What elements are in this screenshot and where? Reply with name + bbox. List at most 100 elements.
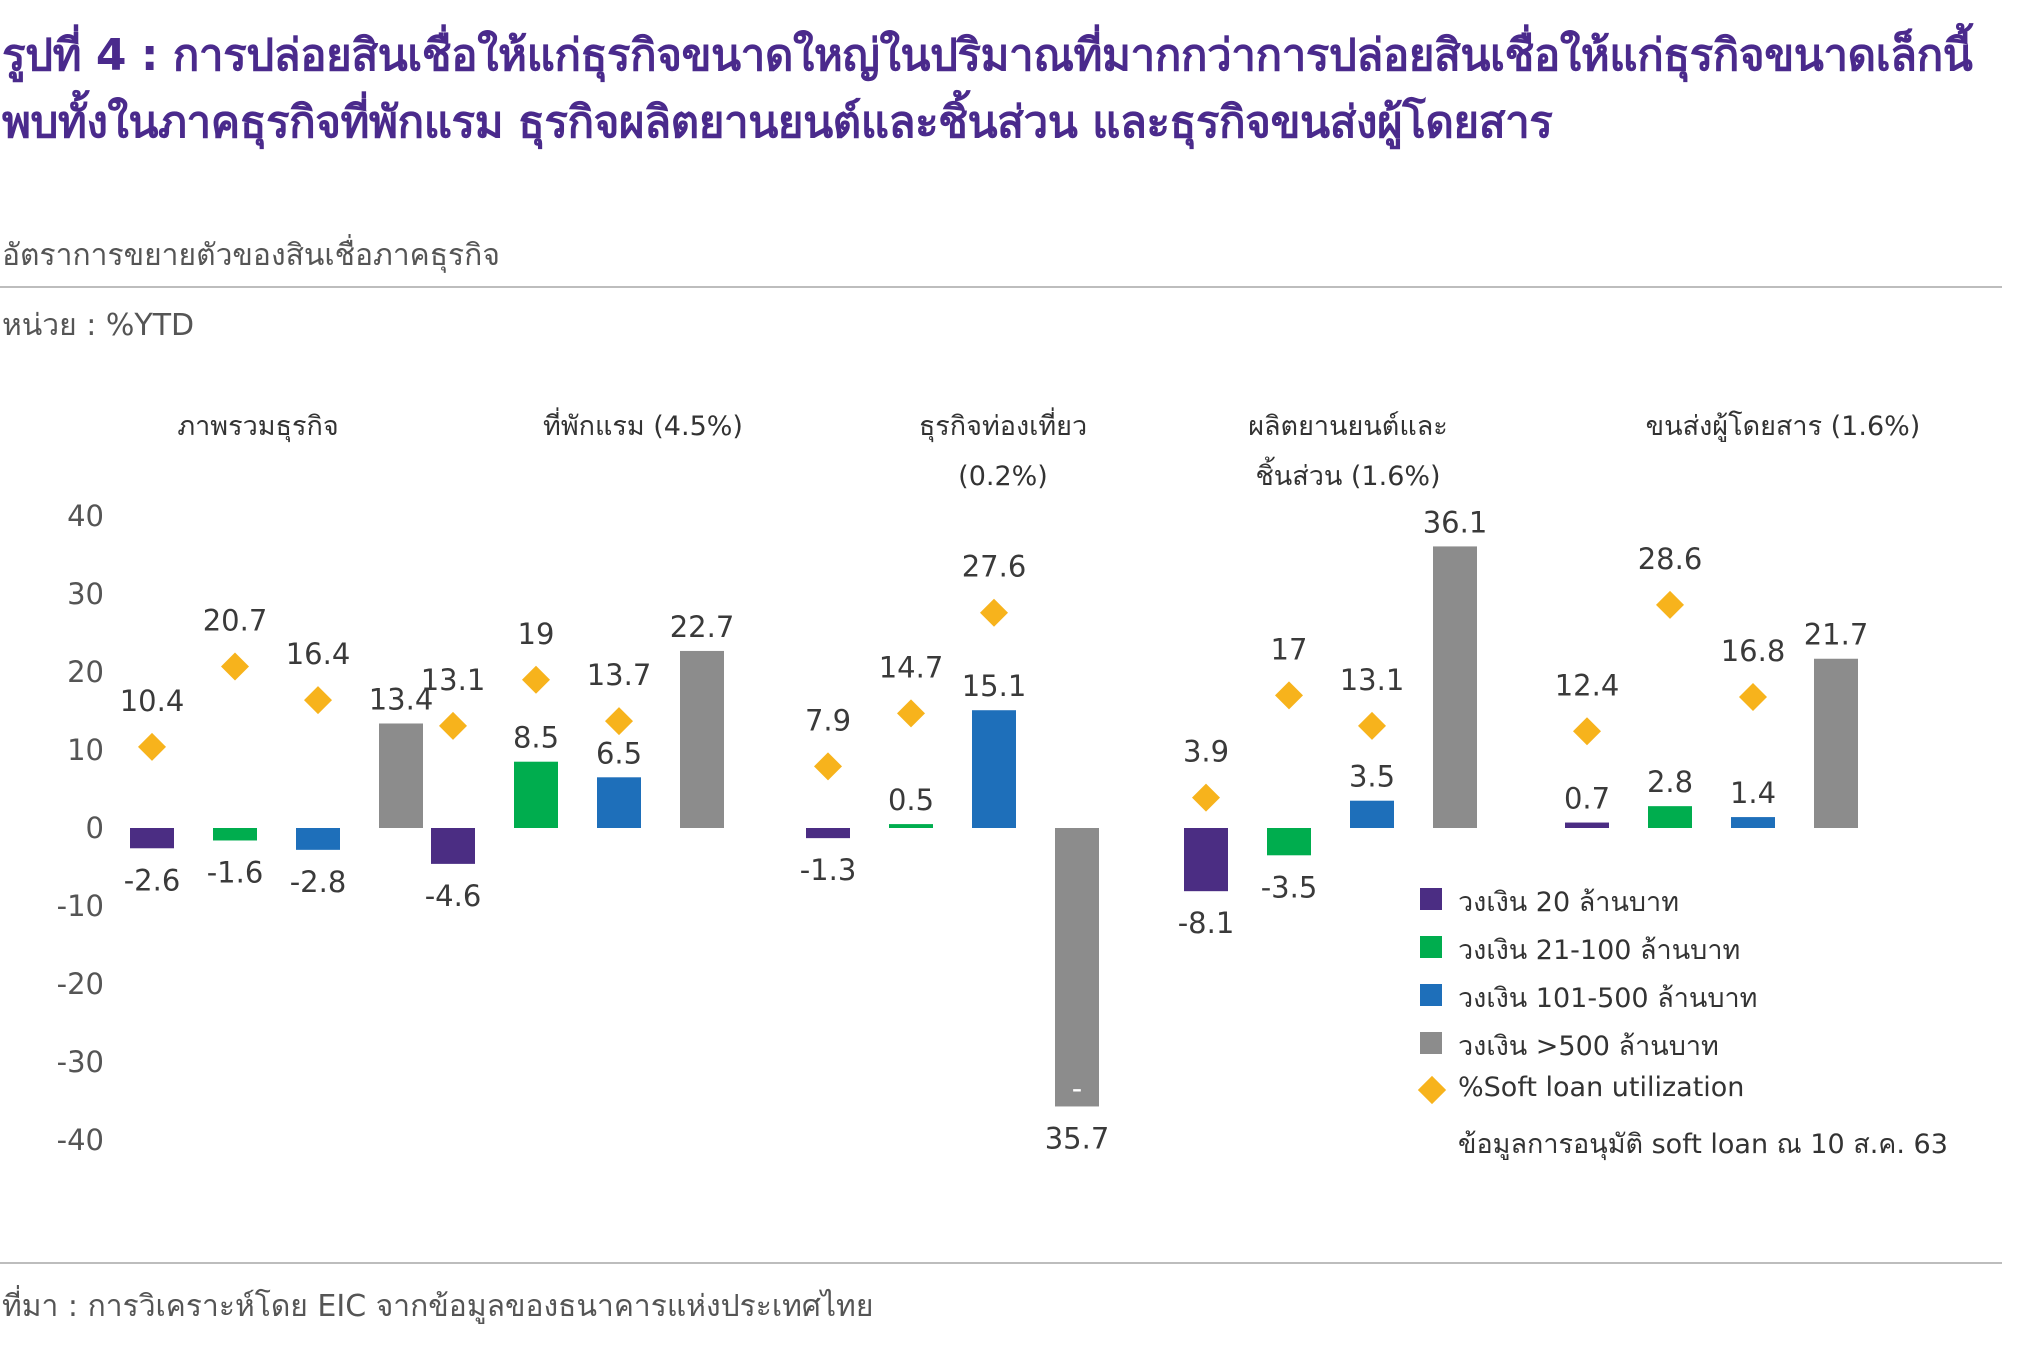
marker-label-panel-2-series-2: 19 — [518, 617, 555, 651]
bar-panel-1-series-1 — [130, 828, 174, 849]
marker-label-panel-5-series-1: 12.4 — [1555, 668, 1620, 702]
bar-panel-1-series-3 — [296, 828, 340, 850]
legend-label-series-3: วงเงิน 101-500 ล้านบาท — [1458, 983, 1758, 1014]
bar-label-panel-1-series-1: -2.6 — [124, 863, 181, 897]
y-tick-label-4: 0 — [86, 811, 104, 845]
chart-subtitle: อัตราการขยายตัวของสินเชื่อภาคธุรกิจ — [2, 238, 500, 273]
bar-label-panel-2-series-1: -4.6 — [425, 879, 482, 913]
legend-swatch-series-2 — [1420, 936, 1442, 958]
panel-title-1: ภาพรวมธุรกิจ — [58, 402, 458, 452]
marker-label-panel-1-series-1: 10.4 — [120, 684, 185, 718]
panel-title-line: ที่พักแรม (4.5%) — [543, 411, 743, 442]
bar-panel-2-series-2 — [514, 761, 558, 828]
bar-panel-3-series-4 — [1055, 828, 1099, 1107]
bar-panel-5-series-4 — [1814, 658, 1858, 828]
bar-panel-4-series-1 — [1184, 828, 1228, 892]
bar-panel-2-series-3 — [597, 777, 641, 828]
panel-title-2: ที่พักแรม (4.5%) — [443, 402, 843, 452]
marker-panel-3-series-1 — [814, 752, 842, 781]
marker-label-panel-2-series-1: 13.1 — [421, 663, 486, 697]
marker-label-panel-2-series-3: 13.7 — [587, 658, 652, 692]
bar-label-panel-5-series-3: 1.4 — [1730, 776, 1776, 810]
bar-panel-3-series-1 — [806, 828, 850, 839]
bar-label-panel-2-series-3: 6.5 — [596, 736, 642, 770]
legend-label-marker: %Soft loan utilization — [1458, 1072, 1745, 1103]
marker-panel-1-series-3 — [304, 686, 332, 715]
bar-panel-2-series-1 — [431, 828, 475, 864]
legend-swatch-series-3 — [1420, 984, 1442, 1006]
legend-item-series-1: วงเงิน 20 ล้านบาท — [1420, 878, 2020, 926]
panel-title-4: ผลิตยานยนต์และ ชิ้นส่วน (1.6%) — [1148, 402, 1548, 502]
bar-panel-4-series-2 — [1267, 828, 1311, 856]
marker-label-panel-4-series-1: 3.9 — [1183, 735, 1229, 769]
bar-label-panel-3-series-4: 35.7 — [1045, 1121, 1110, 1155]
bottom-divider — [0, 1262, 2002, 1264]
marker-panel-2-series-2 — [522, 665, 550, 694]
marker-panel-2-series-1 — [439, 711, 467, 740]
marker-label-panel-5-series-2: 28.6 — [1638, 542, 1703, 576]
y-tick-label-5: -10 — [57, 889, 104, 923]
bar-label-panel-2-series-2: 8.5 — [513, 721, 559, 755]
bar-panel-3-series-3 — [972, 710, 1016, 828]
marker-label-panel-5-series-3: 16.8 — [1721, 634, 1786, 668]
y-tick-label-6: -20 — [57, 967, 104, 1001]
bar-panel-3-series-2 — [889, 824, 933, 828]
marker-panel-5-series-3 — [1739, 682, 1767, 711]
bar-label-panel-4-series-2: -3.5 — [1261, 870, 1318, 904]
source-note: ที่มา : การวิเคราะห์โดย EIC จากข้อมูลของ… — [2, 1289, 874, 1324]
top-divider — [0, 286, 2002, 288]
legend-diamond-marker — [1417, 1075, 1447, 1105]
y-tick-label-8: -40 — [57, 1123, 104, 1157]
bar-label-panel-3-series-1: -1.3 — [800, 853, 857, 887]
legend-item-series-2: วงเงิน 21-100 ล้านบาท — [1420, 926, 2020, 974]
bar-label-panel-4-series-3: 3.5 — [1349, 760, 1395, 794]
marker-panel-4-series-3 — [1358, 711, 1386, 740]
bar-panel-5-series-3 — [1731, 817, 1775, 828]
panel-title-5: ขนส่งผู้โดยสาร (1.6%) — [1583, 402, 1983, 452]
legend-label-series-4: วงเงิน >500 ล้านบาท — [1458, 1031, 1719, 1062]
bar-label-panel-2-series-4: 22.7 — [670, 610, 735, 644]
bar-panel-4-series-3 — [1350, 800, 1394, 828]
bar-panel-1-series-2 — [213, 828, 257, 841]
panel-title-3: ธุรกิจท่องเที่ยว (0.2%) — [803, 402, 1203, 502]
bar-panel-2-series-4 — [680, 650, 724, 828]
marker-panel-4-series-2 — [1275, 681, 1303, 710]
bar-label-panel-4-series-1: -8.1 — [1178, 906, 1235, 940]
y-tick-label-2: 20 — [67, 655, 104, 689]
marker-panel-3-series-3 — [980, 598, 1008, 627]
bar-label-prefix-panel-3-series-4: - — [1072, 1071, 1082, 1105]
page-title: รูปที่ 4 : การปล่อยสินเชื่อให้แก่ธุรกิจข… — [2, 30, 1973, 148]
marker-label-panel-1-series-3: 16.4 — [286, 637, 351, 671]
panel-title-line: ธุรกิจท่องเที่ยว — [918, 411, 1088, 442]
bar-panel-5-series-1 — [1565, 822, 1609, 828]
legend-label-series-1: วงเงิน 20 ล้านบาท — [1458, 887, 1679, 918]
marker-panel-1-series-2 — [221, 652, 249, 681]
legend-item-series-4: วงเงิน >500 ล้านบาท — [1420, 1022, 2020, 1070]
bar-label-panel-1-series-3: -2.8 — [290, 865, 347, 899]
legend-swatch-series-4 — [1420, 1032, 1442, 1054]
bar-panel-4-series-4 — [1433, 546, 1477, 828]
marker-label-panel-4-series-2: 17 — [1271, 632, 1308, 666]
bar-label-panel-5-series-2: 2.8 — [1647, 765, 1693, 799]
y-tick-label-3: 10 — [67, 733, 104, 767]
panel-title-line: ภาพรวมธุรกิจ — [177, 411, 339, 442]
legend-item-series-3: วงเงิน 101-500 ล้านบาท — [1420, 974, 2020, 1022]
unit-label: หน่วย : %YTD — [2, 308, 195, 343]
bar-label-panel-4-series-4: 36.1 — [1423, 505, 1488, 539]
marker-panel-1-series-1 — [138, 732, 166, 761]
marker-label-panel-4-series-3: 13.1 — [1340, 663, 1405, 697]
bar-label-panel-5-series-4: 21.7 — [1804, 618, 1869, 652]
marker-panel-5-series-2 — [1656, 590, 1684, 619]
panel-title-line: (0.2%) — [958, 461, 1048, 492]
legend-note: ข้อมูลการอนุมัติ soft loan ณ 10 ส.ค. 63 — [1458, 1129, 1948, 1160]
marker-panel-3-series-2 — [897, 699, 925, 728]
marker-label-panel-3-series-1: 7.9 — [805, 703, 851, 737]
legend-label-series-2: วงเงิน 21-100 ล้านบาท — [1458, 935, 1741, 966]
bar-label-panel-5-series-1: 0.7 — [1564, 782, 1610, 816]
legend-swatch-series-1 — [1420, 888, 1442, 910]
y-tick-label-0: 40 — [67, 499, 104, 533]
bar-label-panel-3-series-2: 0.5 — [888, 783, 934, 817]
panel-title-line: ขนส่งผู้โดยสาร (1.6%) — [1645, 411, 1921, 442]
bar-label-panel-3-series-3: 15.1 — [962, 669, 1027, 703]
marker-label-panel-1-series-2: 20.7 — [203, 604, 268, 638]
